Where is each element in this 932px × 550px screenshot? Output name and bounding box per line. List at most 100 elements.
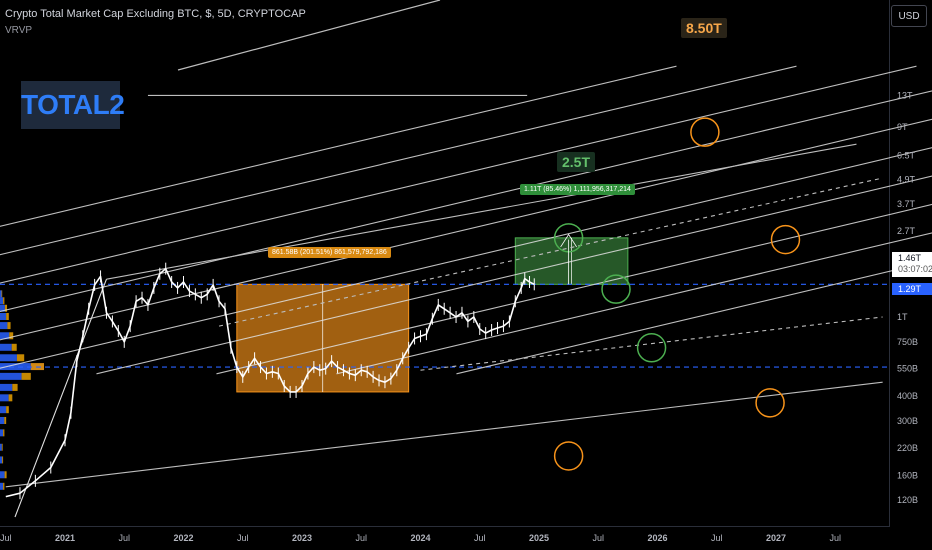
volume-bar-up xyxy=(0,429,4,437)
volume-bar-down xyxy=(9,332,14,340)
y-tick-label: 9T xyxy=(897,122,908,132)
x-tick-label: 2025 xyxy=(529,533,549,543)
volume-bar-up xyxy=(0,482,4,490)
volume-bar-down xyxy=(3,297,5,305)
volume-bar-up xyxy=(0,406,7,414)
y-tick-label: 160B xyxy=(897,470,918,480)
y-tick-label: 120B xyxy=(897,495,918,505)
current-price-label: 1.46T 03:07:02 xyxy=(892,252,932,277)
volume-bar-up xyxy=(0,304,5,312)
dashed-trendline xyxy=(420,316,883,371)
y-tick-label: 2.7T xyxy=(897,226,916,236)
channel-line xyxy=(0,147,932,369)
volume-bar-down xyxy=(1,290,3,298)
x-tick-label: 2026 xyxy=(647,533,667,543)
x-tick-label: Jul xyxy=(592,533,604,543)
volume-bar-down xyxy=(4,471,7,479)
trendline xyxy=(106,143,857,280)
volume-bar-down xyxy=(4,416,7,424)
volume-bar-down xyxy=(1,443,3,451)
volume-bar-down xyxy=(6,313,9,320)
volume-bar-down xyxy=(4,304,8,312)
volume-bar-up xyxy=(0,322,8,330)
volume-bar-down xyxy=(11,343,17,351)
volume-bar-down xyxy=(16,354,25,362)
green-measure-label: 1.11T (85.46%) 1,111,956,317,214 xyxy=(520,184,635,195)
orange-target-circle xyxy=(755,388,785,418)
channel-line xyxy=(216,203,932,375)
channel-line xyxy=(456,260,932,375)
channel-line xyxy=(0,65,917,284)
volume-bar-up xyxy=(0,372,22,380)
channel-line xyxy=(0,118,932,341)
orange-target-circle xyxy=(553,441,584,471)
currency-button[interactable]: USD xyxy=(891,5,927,27)
x-tick-label: 2023 xyxy=(292,533,312,543)
green-target-circle xyxy=(636,333,667,363)
volume-bar-up xyxy=(0,416,5,424)
orange-measure-label: 861.58B (201.51%) 861,579,792,186 xyxy=(268,247,391,258)
trendline xyxy=(14,278,107,518)
volume-bar-up xyxy=(0,456,3,464)
volume-bar-up xyxy=(0,471,5,479)
x-tick-label: 2022 xyxy=(173,533,193,543)
x-tick-label: 2021 xyxy=(55,533,75,543)
trendline xyxy=(5,381,883,488)
volume-bar-down xyxy=(21,372,31,380)
channel-line xyxy=(336,232,932,375)
trendline xyxy=(177,0,441,71)
volume-bar-down xyxy=(7,322,11,330)
y-tick-label: 750B xyxy=(897,337,918,347)
y-tick-label: 3.7T xyxy=(897,199,916,209)
volume-bar-up xyxy=(0,332,10,340)
x-tick-label: Jul xyxy=(711,533,723,543)
y-tick-label: 300B xyxy=(897,416,918,426)
channel-line xyxy=(96,175,932,375)
volume-bar-down xyxy=(8,394,13,402)
green-target-circle xyxy=(601,274,631,304)
green-arrow-head xyxy=(560,233,577,248)
orange-target-label: 8.50T xyxy=(681,18,727,38)
y-tick-label: 6.5T xyxy=(897,150,916,160)
y-tick-label: 400B xyxy=(897,391,918,401)
y-tick-label: 220B xyxy=(897,443,918,453)
blue-level-label: 1.29T xyxy=(892,283,932,295)
dashed-trendline xyxy=(218,177,883,327)
x-tick-label: Jul xyxy=(474,533,486,543)
x-tick-label: Jul xyxy=(829,533,841,543)
channel-line xyxy=(0,65,677,227)
orange-target-circle xyxy=(690,117,720,147)
green-target-label: 2.5T xyxy=(557,152,596,172)
volume-bar-up xyxy=(0,343,12,351)
volume-bar-up xyxy=(0,363,31,371)
volume-bar-down xyxy=(3,482,5,490)
orange-target-circle xyxy=(770,224,801,255)
x-tick-label: 2027 xyxy=(766,533,786,543)
volume-bar-up xyxy=(0,290,2,298)
ticker-badge: TOTAL2 xyxy=(21,81,125,129)
volume-bar-up xyxy=(0,443,2,451)
x-tick-label: 2024 xyxy=(410,533,430,543)
y-tick-label: 550B xyxy=(897,364,918,374)
volume-bar-down xyxy=(3,429,5,437)
current-price-value: 1.46T xyxy=(898,253,922,263)
channel-line xyxy=(0,65,797,256)
volume-bar-up xyxy=(0,297,4,305)
volume-bar-down xyxy=(2,456,4,464)
x-tick-label: Jul xyxy=(355,533,367,543)
indicator-label[interactable]: VRVP xyxy=(5,25,33,36)
volume-bar-down xyxy=(6,406,9,414)
bar-countdown: 03:07:02 xyxy=(898,264,932,274)
volume-bar-up xyxy=(0,313,7,320)
y-tick-label: 4.9T xyxy=(897,175,916,185)
x-tick-label: Jul xyxy=(118,533,130,543)
x-tick-label: Jul xyxy=(237,533,249,543)
volume-bar-down xyxy=(12,383,18,391)
channel-line xyxy=(0,90,932,313)
volume-bar-up xyxy=(0,383,13,391)
volume-bar-up xyxy=(0,394,9,402)
x-tick-label: Jul xyxy=(0,533,12,543)
y-tick-label: 1T xyxy=(897,312,908,322)
y-tick-label: 13T xyxy=(897,90,913,100)
